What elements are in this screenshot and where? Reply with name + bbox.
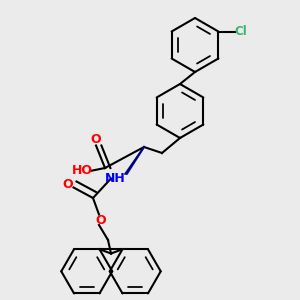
Text: O: O [95, 214, 106, 227]
Text: NH: NH [105, 172, 126, 185]
Text: O: O [62, 178, 73, 191]
Text: O: O [91, 133, 101, 146]
Text: Cl: Cl [235, 25, 247, 38]
Text: HO: HO [72, 164, 93, 178]
